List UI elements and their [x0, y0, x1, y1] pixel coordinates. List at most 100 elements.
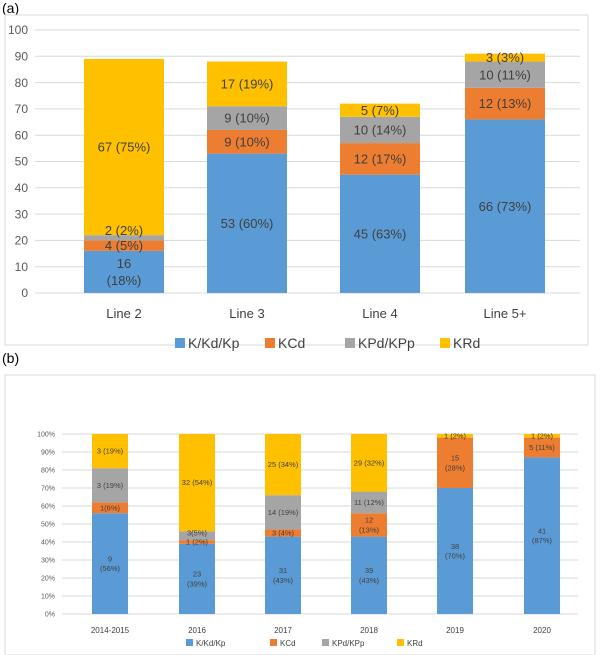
legend-label: KCd — [280, 639, 296, 648]
y-tick-label: 0% — [45, 611, 55, 618]
y-tick-label: 60% — [41, 503, 55, 510]
data-label: 38 — [451, 542, 459, 551]
y-tick-label: 20% — [41, 575, 55, 582]
legend-label: KRd — [407, 639, 423, 648]
bar-segment — [265, 529, 301, 537]
y-tick-label: 10 — [15, 260, 29, 274]
legend-swatch — [397, 639, 404, 646]
y-tick-label: 40 — [15, 181, 29, 195]
data-label: 4 (5%) — [105, 238, 143, 253]
legend-swatch — [440, 338, 450, 348]
data-label: 15 — [451, 454, 459, 463]
bar-segment — [84, 58, 164, 236]
bar-segment — [524, 457, 560, 614]
data-label: (56%) — [100, 564, 121, 573]
y-tick-label: 90% — [41, 449, 55, 456]
bar-segment — [179, 540, 215, 544]
bar-segment — [207, 106, 287, 130]
bar-segment — [92, 513, 128, 614]
bar-segment — [84, 240, 164, 251]
data-label: 45 (63%) — [354, 226, 407, 241]
x-tick-label: 2018 — [360, 626, 378, 635]
bar-segment — [437, 437, 473, 488]
x-tick-label: 2020 — [533, 626, 551, 635]
data-label: 10 (11%) — [479, 67, 531, 82]
data-label: (43%) — [273, 576, 294, 585]
y-tick-label: 100% — [37, 431, 55, 438]
data-label: (28%) — [445, 463, 466, 472]
x-tick-label: 2019 — [446, 626, 464, 635]
bar-segment — [207, 153, 287, 293]
data-label: 3 (4%) — [272, 529, 295, 538]
data-label: (87%) — [532, 536, 553, 545]
legend-label: K/Kd/Kp — [188, 335, 240, 351]
data-label: 10 (14%) — [354, 122, 407, 137]
bar-segment — [207, 61, 287, 107]
x-tick-label: Line 2 — [106, 306, 141, 321]
bar-segment — [179, 434, 215, 532]
y-tick-label: 70 — [15, 102, 29, 116]
bar-segment — [465, 119, 545, 293]
y-tick-label: 0 — [21, 286, 28, 300]
legend-label: KPd/KPp — [358, 335, 415, 351]
data-label: 14 (19%) — [268, 508, 299, 517]
legend-swatch — [322, 639, 329, 646]
data-label: 53 (60%) — [221, 216, 274, 231]
y-tick-label: 20 — [15, 234, 29, 248]
data-label: 23 — [193, 570, 201, 579]
bar-segment — [84, 235, 164, 241]
x-tick-label: Line 5+ — [483, 306, 526, 321]
bar-segment — [351, 513, 387, 537]
data-label: 32 (54%) — [182, 478, 213, 487]
bar-segment — [340, 103, 420, 117]
data-label: 3 (3%) — [486, 50, 524, 65]
x-tick-label: Line 4 — [362, 306, 397, 321]
bar-segment — [265, 495, 301, 530]
bar-segment — [92, 434, 128, 469]
legend-swatch — [175, 338, 185, 348]
y-tick-label: 30% — [41, 557, 55, 564]
data-label: (43%) — [359, 576, 380, 585]
legend-label: KCd — [278, 335, 305, 351]
data-label: 66 (73%) — [479, 199, 532, 214]
data-label: 5 (11%) — [529, 443, 555, 452]
data-label: 67 (75%) — [98, 140, 151, 155]
bar-segment — [351, 536, 387, 614]
bar-segment — [465, 53, 545, 62]
bar-segment — [265, 536, 301, 614]
legend-label: KRd — [453, 335, 480, 351]
legend-swatch — [186, 639, 193, 646]
data-label: 3 (19%) — [97, 447, 124, 456]
data-label: (70%) — [445, 552, 466, 561]
data-label: 3(5%) — [187, 528, 208, 537]
data-label: (13%) — [359, 525, 380, 534]
data-label: 9 (10%) — [224, 111, 270, 126]
data-label: 12 (13%) — [479, 96, 532, 111]
data-label: 9 — [108, 554, 112, 563]
data-label: 9 (10%) — [224, 134, 270, 149]
bar-segment — [265, 434, 301, 496]
y-tick-label: 70% — [41, 485, 55, 492]
y-tick-label: 80 — [15, 76, 29, 90]
bar-segment — [179, 543, 215, 614]
y-tick-label: 50% — [41, 521, 55, 528]
bar-segment — [524, 437, 560, 458]
data-label: 1(6%) — [100, 503, 121, 512]
data-label: 41 — [538, 526, 546, 535]
x-tick-label: 2016 — [188, 626, 206, 635]
bar-segment — [207, 129, 287, 154]
y-tick-label: 100 — [8, 23, 28, 37]
bar-segment — [437, 434, 473, 438]
y-tick-label: 30 — [15, 207, 29, 221]
panel-label-b: (b) — [2, 350, 20, 366]
bar-segment — [340, 116, 420, 144]
data-label: 29 (32%) — [354, 458, 385, 467]
bar-segment — [351, 434, 387, 492]
bar-segment — [92, 502, 128, 514]
bar-segment — [84, 250, 164, 293]
data-label: (39%) — [187, 579, 208, 588]
data-label: 1 (2%) — [531, 431, 554, 440]
data-label: 2 (2%) — [105, 223, 143, 238]
y-tick-label: 10% — [41, 593, 55, 600]
data-label: 12 — [365, 516, 373, 525]
